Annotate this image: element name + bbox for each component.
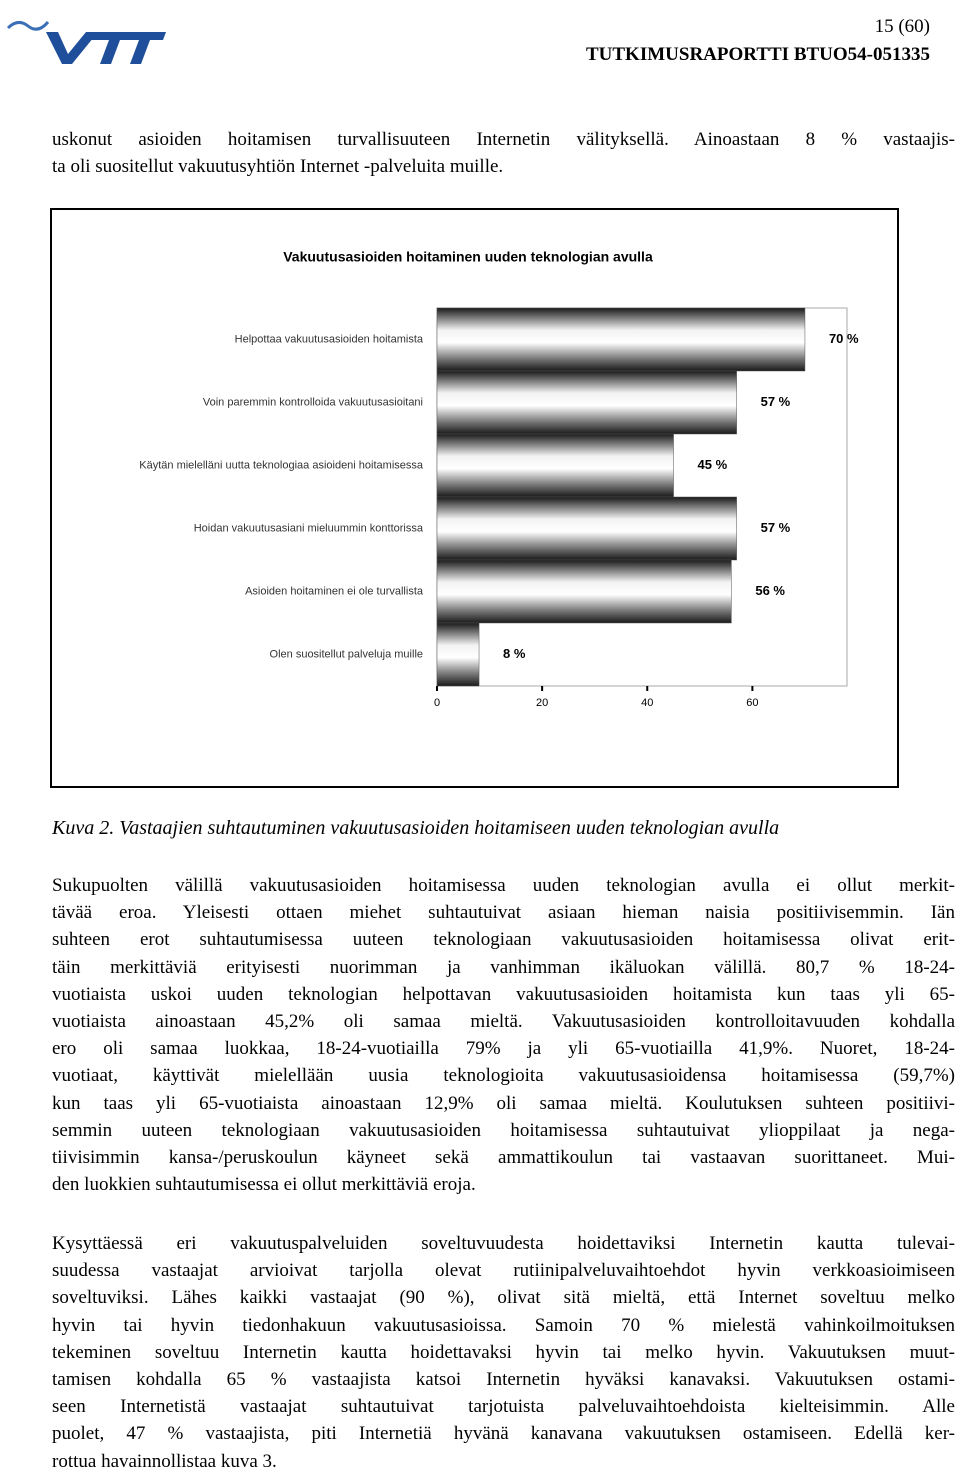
category-label: Olen suositellut palveluja muille	[270, 648, 423, 660]
page-number: 15 (60)	[874, 16, 930, 37]
text-line: suudessa vastaajat arvioivat tarjolla ol…	[52, 1260, 955, 1282]
text-line: suhteen erot suhtautumisessa uuteen tekn…	[52, 929, 955, 951]
category-label: Asioiden hoitaminen ei ole turvallista	[245, 585, 424, 597]
value-label: 57 %	[761, 520, 791, 535]
category-label: Voin paremmin kontrolloida vakuutusasioi…	[203, 396, 423, 408]
value-label: 57 %	[761, 394, 791, 409]
text-line: tävää eroa. Yleisesti ottaen miehet suht…	[52, 902, 955, 924]
bar	[436, 496, 737, 561]
x-tick-label: 20	[536, 697, 548, 709]
category-label: Helpottaa vakuutusasioiden hoitamista	[235, 333, 424, 345]
value-label: 45 %	[698, 457, 728, 472]
chart: Vakuutusasioiden hoitaminen uuden teknol…	[50, 208, 899, 788]
bar	[436, 370, 737, 435]
text-line: ta oli suositellut vakuutusyhtiön Intern…	[52, 156, 504, 178]
text-line: tamisen kohdalla 65 % vastaajista katsoi…	[52, 1368, 955, 1390]
text-line: semmin uuteen teknologiaan vakuutusasioi…	[52, 1119, 955, 1141]
text-line: Kysyttäessä eri vakuutuspalveluiden sove…	[52, 1233, 955, 1254]
text-line: puolet, 47 % vastaajista, piti Interneti…	[52, 1423, 955, 1445]
paragraph: Kysyttäessä eri vakuutuspalveluiden sove…	[52, 1230, 955, 1475]
text-line: tiivisimmin kansa-/peruskoulun käyneet s…	[52, 1146, 955, 1168]
text-line: uskonut asioiden hoitamisen turvallisuut…	[52, 129, 955, 150]
bar	[436, 307, 806, 372]
text-line: ero oli samaa luokkaa, 18-24-vuotiailla …	[52, 1038, 955, 1060]
x-tick-label: 0	[434, 697, 440, 709]
logo	[6, 21, 166, 64]
value-label: 56 %	[755, 583, 785, 598]
text-line: tekeminen soveltuu Internetin kautta hoi…	[52, 1341, 955, 1363]
text-line: soveltuviksi. Lähes kaikki vastaajat (90…	[52, 1287, 955, 1309]
report-id: TUTKIMUSRAPORTTI BTUO54-051335	[585, 44, 930, 65]
paragraph: Sukupuolten välillä vakuutusasioiden hoi…	[52, 872, 955, 1198]
text-line: rottua havainnollistaa kuva 3.	[52, 1450, 277, 1472]
category-label: Käytän mielelläni uutta teknologiaa asio…	[139, 459, 424, 471]
figure-caption: Kuva 2. Vastaajien suhtautuminen vakuutu…	[52, 817, 780, 839]
text-line: vuotiaista uskoi uuden teknologian helpo…	[52, 983, 955, 1005]
text-line: hyvin tai hyvin tiedonhakuun vakuutusasi…	[52, 1314, 955, 1336]
category-label: Hoidan vakuutusasiani mieluummin konttor…	[194, 522, 424, 534]
value-label: 8 %	[503, 646, 526, 661]
x-tick-label: 40	[641, 697, 653, 709]
text-line: den luokkien suhtautumisessa ei ollut me…	[52, 1174, 476, 1196]
text-line: vuotiaista ainoastaan 45,2% oli samaa mi…	[52, 1010, 955, 1032]
intro-text: uskonut asioiden hoitamisen turvallisuut…	[52, 126, 955, 180]
text-line: täin merkittäviä erityisesti nuorimman j…	[52, 956, 955, 978]
bar	[436, 559, 732, 624]
chart-title: Vakuutusasioiden hoitaminen uuden teknol…	[283, 249, 653, 265]
bar	[436, 622, 480, 687]
bar	[436, 433, 674, 498]
text-line: Sukupuolten välillä vakuutusasioiden hoi…	[52, 875, 955, 896]
x-tick-label: 60	[746, 697, 758, 709]
chart-frame	[50, 208, 899, 788]
text-line: seen Internetistä vastaajat suhtautuivat…	[52, 1396, 955, 1418]
text-line: vuotiaat, käyttivät mielellään uusia tek…	[52, 1065, 955, 1087]
value-label: 70 %	[829, 331, 859, 346]
text-line: kun taas yli 65-vuotiaista ainoastaan 12…	[52, 1092, 955, 1114]
